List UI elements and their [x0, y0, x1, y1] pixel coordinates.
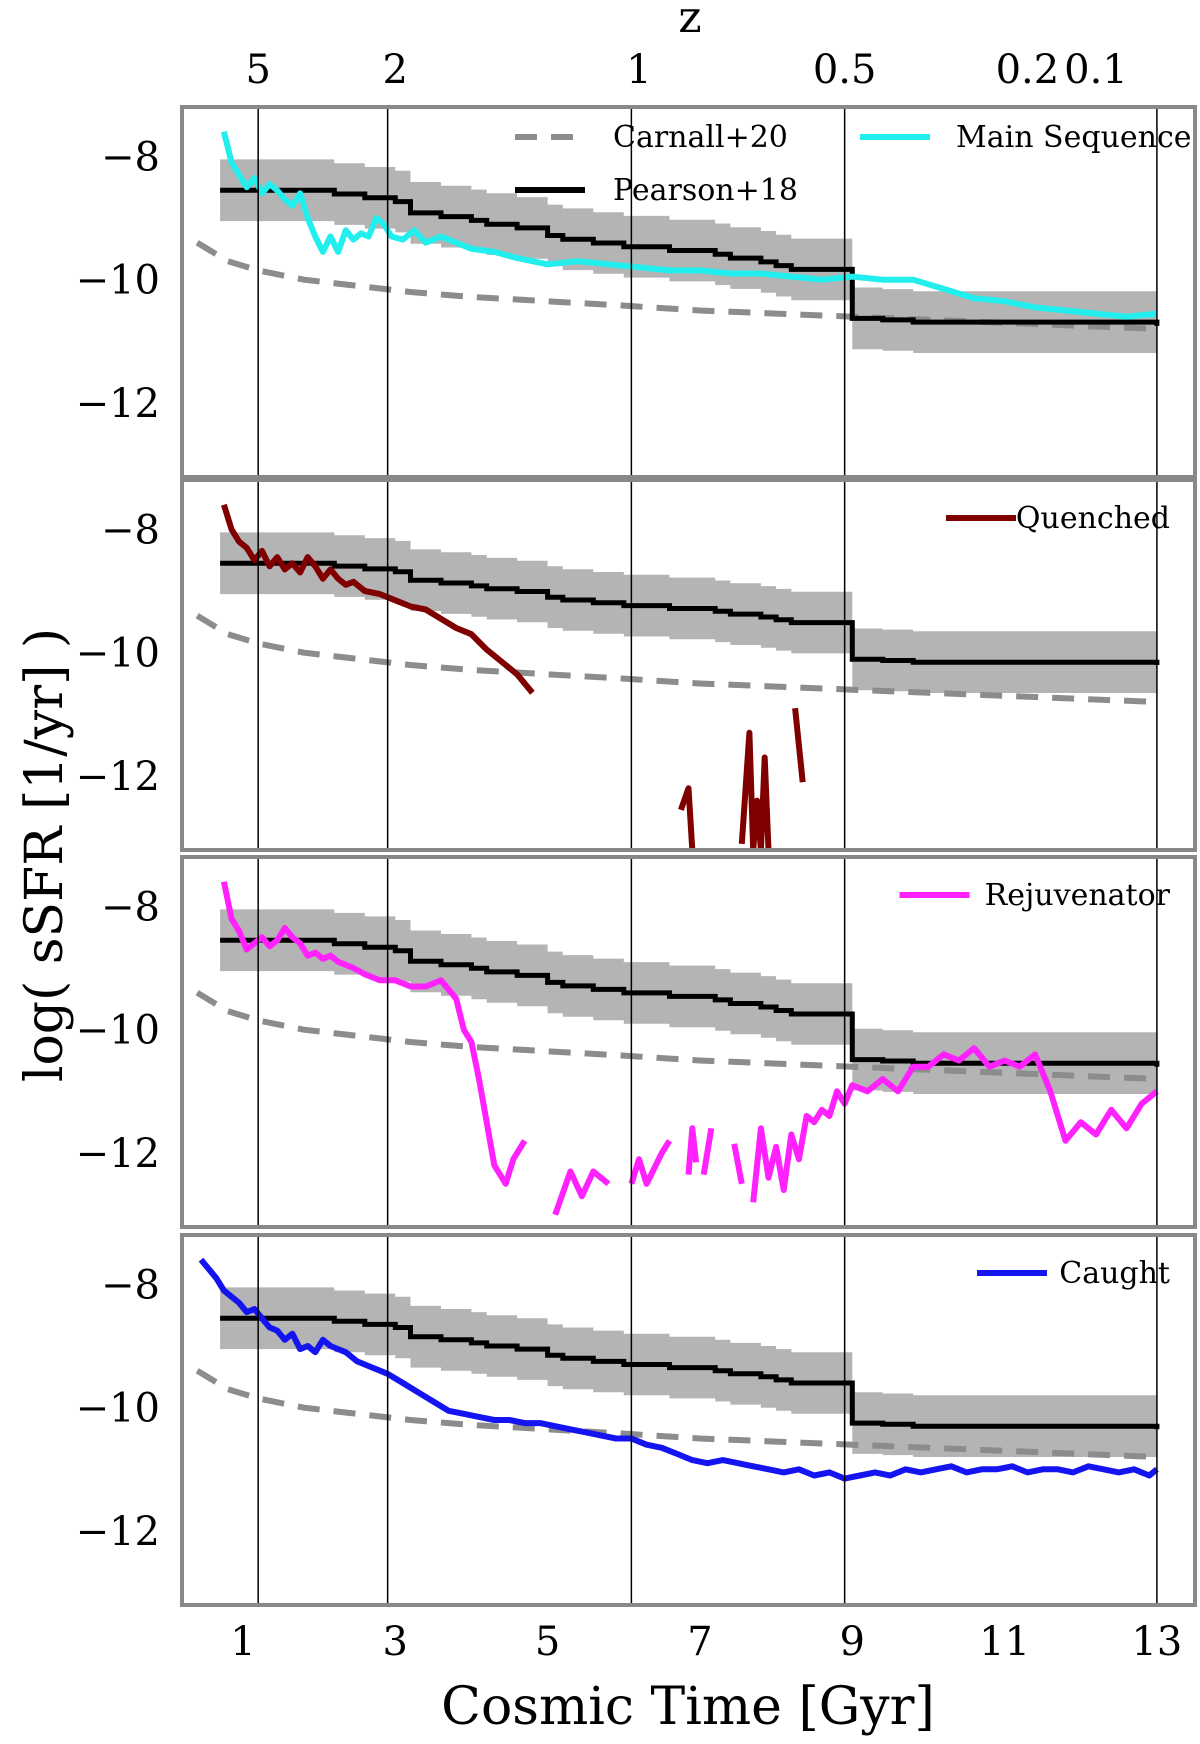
- y-tick-label: −12: [76, 754, 160, 800]
- x-tick-label: 5: [535, 1619, 560, 1665]
- pearson-line: [220, 560, 1160, 665]
- carnall-line: [195, 240, 1158, 332]
- main-sequence-line-segment: [220, 130, 1158, 320]
- panel-frame: [180, 105, 1197, 479]
- y-tick-label: −8: [101, 507, 160, 553]
- x-tick-label: 13: [1131, 1619, 1182, 1665]
- y-tick-label: −10: [76, 631, 160, 677]
- panel-rejuvenator: [195, 881, 1160, 1216]
- panel-main-sequence: [195, 130, 1160, 357]
- y-tick-label: −10: [76, 1386, 160, 1432]
- y-tick-label: −8: [101, 134, 160, 180]
- rejuvenator-line-segment: [628, 1139, 673, 1187]
- x-tick-label: 9: [840, 1619, 865, 1665]
- legend-caught-label: Caught: [1059, 1256, 1170, 1291]
- legend-quenched-label: Quenched: [1016, 501, 1170, 536]
- z-tick-label: 0.1: [1064, 47, 1128, 93]
- x-tick-label: 1: [230, 1619, 255, 1665]
- pearson-line: [220, 937, 1160, 1067]
- legend-carnall-label: Carnall+20: [613, 120, 788, 155]
- z-axis-title: z: [678, 0, 701, 43]
- x-axis-title: Cosmic Time [Gyr]: [441, 1677, 935, 1737]
- y-tick-label: −8: [101, 884, 160, 930]
- panel-quenched: [195, 503, 1160, 850]
- z-tick-label: 1: [626, 47, 651, 93]
- quenched-line-segment: [221, 503, 535, 695]
- quenched-line-segment: [792, 707, 806, 783]
- y-tick-label: −10: [76, 258, 160, 304]
- pearson-line: [220, 187, 1160, 326]
- rejuvenator-line-segment: [731, 1143, 745, 1185]
- y-tick-label: −10: [76, 1008, 160, 1054]
- legend-rejuvenator-label: Rejuvenator: [985, 878, 1171, 913]
- pearson-band: [220, 159, 1157, 357]
- rejuvenator-line-segment: [220, 881, 528, 1187]
- y-tick-label: −12: [76, 1131, 160, 1177]
- x-tick-label: 3: [383, 1619, 408, 1665]
- carnall-line: [195, 990, 1158, 1082]
- rejuvenator-line-segment: [552, 1168, 611, 1216]
- panel-frame: [180, 1233, 1197, 1607]
- z-tick-label: 2: [383, 47, 408, 93]
- caught-line-segment: [198, 1257, 1159, 1482]
- y-axis-title: log( sSFR [1/yr] ): [15, 628, 75, 1082]
- z-tick-label: 0.2: [996, 47, 1060, 93]
- panel-frame: [180, 478, 1197, 852]
- rejuvenator-line-segment: [685, 1125, 700, 1175]
- pearson-line: [220, 1315, 1160, 1430]
- pearson-band: [220, 909, 1157, 1098]
- panel-frame: [180, 855, 1197, 1229]
- legend-pearson-label: Pearson+18: [613, 173, 798, 208]
- x-tick-label: 11: [979, 1619, 1030, 1665]
- quenched-line-segment: [738, 729, 772, 850]
- y-tick-label: −12: [76, 381, 160, 427]
- z-tick-label: 0.5: [813, 47, 877, 93]
- z-tick-label: 5: [245, 47, 270, 93]
- rejuvenator-line-segment: [750, 1045, 1159, 1203]
- rejuvenator-line-segment: [700, 1127, 715, 1176]
- carnall-line: [195, 613, 1158, 705]
- y-tick-label: −8: [101, 1262, 160, 1308]
- pearson-band: [220, 1287, 1157, 1461]
- pearson-band: [220, 532, 1157, 696]
- legend-main-sequence-label: Main Sequence: [956, 120, 1192, 155]
- panel-caught: [195, 1257, 1160, 1482]
- x-tick-label: 7: [687, 1619, 712, 1665]
- quenched-line-segment: [678, 785, 696, 850]
- y-tick-label: −12: [76, 1509, 160, 1555]
